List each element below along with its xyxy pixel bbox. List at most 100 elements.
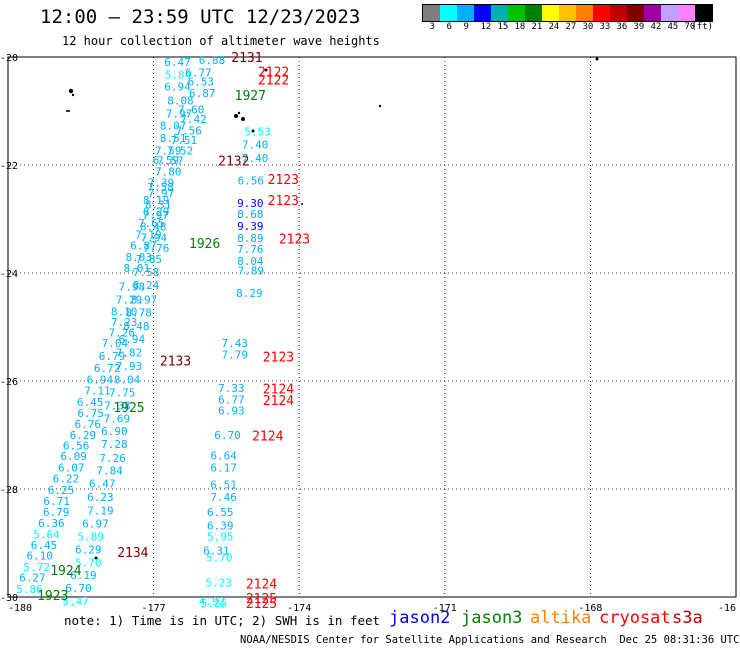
wave-height-label: 8.08 [167,95,194,108]
pass-time-label: 2124 [263,383,294,398]
wave-height-label: 7.58 [147,181,174,194]
wave-height-label: 7.40 [242,152,269,165]
island-marker [66,110,68,112]
wave-height-label: 7.98 [119,281,146,294]
wave-height-label: 7.42 [180,113,207,126]
wave-height-label: 8.89 [237,232,264,245]
pass-time-label: 2134 [117,546,148,561]
wave-height-label: 6.70 [214,429,241,442]
wave-height-label: 6.59 [153,154,180,167]
wave-height-label: 8.78 [125,306,152,319]
legend-item-cryosat: cryosat [599,608,671,628]
wave-height-label: 6.19 [70,569,97,582]
pass-time-label: 2125 [246,592,277,607]
wave-height-label: 5.72 [24,561,51,574]
wave-height-label: 6.29 [75,543,102,556]
y-tick-label: -22 [0,161,18,172]
pass-time-label: 1926 [189,237,220,252]
color-scale-label: 70 [684,22,696,32]
legend-item-jason3: jason3 [461,608,523,628]
x-tick-labels: -180 -177 -174 -171 -168 -16 [8,603,736,614]
color-swatch [661,5,678,21]
wave-height-label: 6.94 [119,333,146,346]
wave-height-label: 7.75 [109,386,136,399]
island-marker [234,114,238,118]
wave-height-label: 6.56 [63,439,90,452]
wave-height-label: 6.93 [218,405,245,418]
color-swatch [576,5,593,21]
wave-height-label: 7.97 [166,108,193,121]
island-marker [264,68,268,72]
x-tick-label: -177 [142,603,166,614]
legend-item-s3a: s3a [672,608,703,628]
island-marker [301,203,303,205]
legend-item-altika: altika [530,608,592,628]
color-scale-label: 21 [531,22,543,32]
wave-height-label: 5.64 [33,528,60,541]
wave-height-label: 7.29 [116,293,143,306]
island-marker [595,57,599,61]
wave-height-label: 7.85 [136,253,163,266]
chart-title: 12:00 – 23:59 UTC 12/23/2023 [40,6,361,28]
wave-height-label: 8.51 [160,132,187,145]
wave-height-label: 7.33 [218,382,245,395]
y-tick-label: -20 [0,53,18,64]
wave-height-label: 7.46 [210,491,237,504]
wave-height-label: 8.31 [145,198,172,211]
wave-height-label: 6.10 [26,549,52,562]
wave-height-label: 8.29 [143,205,170,218]
wave-height-label: 8.04 [237,255,264,268]
wave-height-label: 7.23 [111,316,137,329]
wave-height-label: 5.86 [16,583,42,596]
wave-height-label: 6.72 [94,362,121,375]
wave-height-label: 8.07 [160,120,187,133]
wave-height-label: 6.56 [238,175,265,188]
color-swatch [695,5,712,21]
wave-height-label: 7.28 [101,438,128,451]
pass-time-label: 2124 [246,578,277,593]
map-frame [7,56,737,598]
wave-height-label: 6.22 [53,473,80,486]
color-swatch [559,5,576,21]
wave-height-label: 6.87 [130,239,157,252]
wave-height-label: 6.88 [199,54,226,67]
wave-height-label: 5.89 [77,531,104,544]
wave-height-label: 7.57 [157,155,184,168]
color-scale-label: 42 [650,22,662,32]
wave-height-label: 7.58 [133,266,160,279]
chart-subtitle: 12 hour collection of altimeter wave hei… [62,34,380,48]
pass-time-label: 2124 [252,430,283,445]
wave-height-label: 8.01 [124,262,151,275]
y-tick-label: -28 [0,485,18,496]
wave-height-label: 8.48 [123,320,150,333]
wave-height-label: 7.69 [104,412,130,425]
wave-height-label: 9.30 [237,197,264,210]
wave-height-label: 7.56 [175,124,202,137]
pass-time-label: 2123 [279,232,310,247]
wave-height-label: 7.76 [143,242,170,255]
y-tick-label: -26 [0,377,18,388]
wave-height-label: 7.97 [148,187,175,200]
color-scale-bar [422,4,713,22]
wave-height-label: 6.79 [43,506,70,519]
color-scale-label: 12 [480,22,492,32]
wave-height-label: 6.77 [185,67,212,80]
wave-height-label: 6.23 [87,491,114,504]
island-marker [68,88,74,94]
pass-time-label: 2123 [263,351,294,366]
pass-time-label: 1923 [37,589,68,604]
wave-height-label: 7.43 [222,337,249,350]
color-scale-label: 24 [548,22,560,32]
wave-height-label: 8.19 [143,194,170,207]
island-marker [94,556,98,560]
wave-height-label: 8.68 [237,208,264,221]
wave-height-label: 6.94 [87,373,114,386]
x-tick-label: -174 [287,603,311,614]
color-swatch [423,5,440,21]
wave-height-label: 5.53 [244,126,271,139]
wave-height-label: 7.26 [108,326,134,339]
wave-height-label: 6.27 [19,572,46,585]
color-scale-label: 18 [514,22,526,32]
color-scale-label: 36 [616,22,628,32]
wave-height-label: 6.36 [38,517,65,530]
